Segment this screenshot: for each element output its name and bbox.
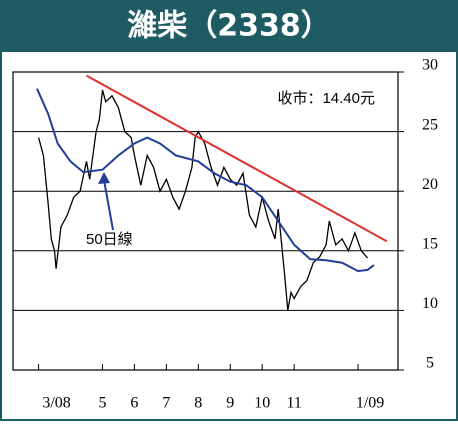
arrow-head — [98, 172, 110, 184]
annotation-arrow — [103, 179, 114, 231]
x-tick-label: 5 — [98, 395, 106, 412]
x-tick-label: 9 — [226, 395, 234, 412]
series-line — [37, 89, 369, 311]
series-line — [36, 88, 375, 273]
x-tick-label: 6 — [130, 395, 138, 412]
y-tick-label: 30 — [422, 57, 438, 74]
y-tick-label: 25 — [422, 116, 438, 133]
y-tick-label: 10 — [422, 295, 438, 312]
x-tick-label: 10 — [254, 395, 270, 412]
title-bar — [0, 0, 458, 52]
y-tick-label: 5 — [426, 355, 434, 372]
x-tick-label: 7 — [162, 395, 170, 412]
close-annotation: 收市：14.40元 — [277, 90, 375, 107]
ma-annotation: 50日線 — [86, 231, 133, 248]
x-tick-label: 1/09 — [356, 395, 384, 412]
plot-layer — [13, 71, 404, 371]
series-line — [86, 74, 388, 243]
plot-area — [12, 71, 399, 371]
x-tick-label: 11 — [286, 395, 301, 412]
x-tick-label: 8 — [194, 395, 202, 412]
y-tick-label: 20 — [422, 176, 438, 193]
chart-title: 濰柴（2338） — [127, 9, 331, 44]
y-tick-label: 15 — [422, 235, 438, 252]
x-tick-label: 3/08 — [42, 395, 70, 412]
